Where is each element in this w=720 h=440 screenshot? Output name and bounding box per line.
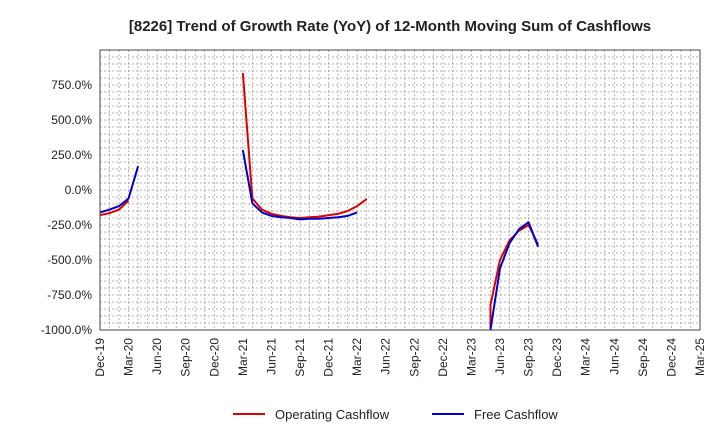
x-tick-label: Dec-20 [207, 338, 221, 377]
y-tick-label: 0.0% [65, 183, 93, 197]
series-line-operating-cashflow [241, 73, 368, 219]
x-tick-label: Jun-21 [264, 338, 278, 375]
x-tick-label: Sep-24 [636, 338, 650, 377]
x-tick-label: Mar-24 [579, 338, 593, 376]
x-tick-label: Sep-23 [522, 338, 536, 377]
chart-title: [8226] Trend of Growth Rate (YoY) of 12-… [129, 18, 651, 35]
y-tick-labels: 750.0% 500.0% 250.0% 0.0% -250.0% -500.0% -750… [41, 78, 93, 337]
x-tick-label: Dec-23 [550, 338, 564, 377]
x-tick-labels: Dec-19 Mar-20 Jun-20 Sep-20 Dec-20 Mar-21 Jun-… [93, 338, 707, 377]
y-tick-label: -250.0% [47, 218, 92, 232]
series-line-free-cashflow [241, 149, 358, 221]
x-tick-label: Sep-20 [179, 338, 193, 377]
x-tick-label: Dec-21 [322, 338, 336, 377]
x-tick-label: Jun-22 [379, 338, 393, 375]
x-tick-label: Jun-23 [493, 338, 507, 375]
x-tick-label: Dec-19 [93, 338, 107, 377]
y-tick-label: 750.0% [51, 78, 92, 92]
gridlines [100, 50, 700, 330]
x-tick-label: Mar-21 [236, 338, 250, 376]
series-line-free-cashflow [489, 221, 540, 331]
x-tick-label: Jun-20 [150, 338, 164, 375]
legend-label: Free Cashflow [474, 407, 558, 422]
y-tick-label: 250.0% [51, 148, 92, 162]
y-tick-label: 500.0% [51, 113, 92, 127]
series-line-free-cashflow [99, 165, 140, 214]
x-tick-label: Dec-22 [436, 338, 450, 377]
x-tick-label: Mar-23 [464, 338, 478, 376]
plot-frame [99, 49, 701, 331]
series-line-operating-cashflow [489, 224, 539, 330]
series-line-operating-cashflow [99, 199, 130, 217]
series-lines [99, 73, 540, 331]
x-tick-label: Mar-25 [693, 338, 707, 376]
x-tick-label: Mar-22 [350, 338, 364, 376]
x-tick-label: Mar-20 [122, 338, 136, 376]
y-tick-label: -500.0% [47, 253, 92, 267]
x-tick-label: Dec-24 [664, 338, 678, 377]
x-tick-label: Sep-21 [293, 338, 307, 377]
y-tick-label: -750.0% [47, 288, 92, 302]
legend: Operating Cashflow Free Cashflow [233, 407, 558, 422]
legend-label: Operating Cashflow [275, 407, 390, 422]
x-tick-label: Sep-22 [407, 338, 421, 377]
x-tick-label: Jun-24 [607, 338, 621, 375]
y-tick-label: -1000.0% [41, 323, 93, 337]
